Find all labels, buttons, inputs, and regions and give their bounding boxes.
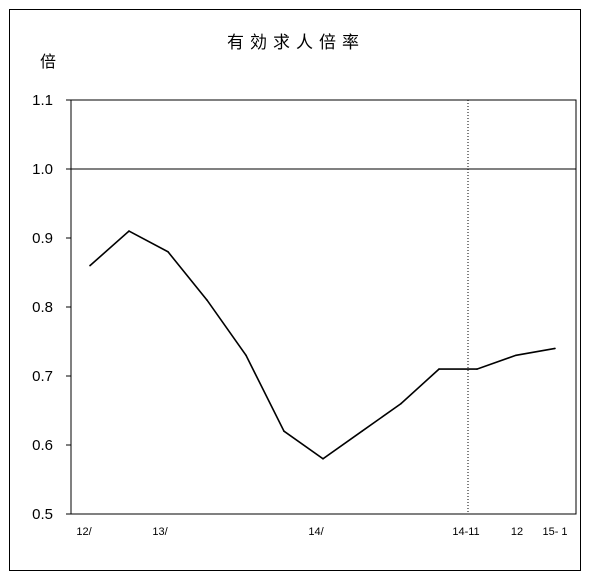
data-point-1 bbox=[128, 230, 130, 232]
data-point-7 bbox=[361, 430, 363, 433]
chart-frame bbox=[9, 9, 581, 571]
data-point-5 bbox=[283, 430, 285, 433]
y-axis-label: 倍 bbox=[40, 54, 57, 71]
data-point-6 bbox=[322, 458, 324, 460]
data-point-12 bbox=[554, 347, 556, 350]
x-tick-label-3: 14-11 bbox=[452, 526, 479, 538]
y-tick-label-0: 0.5 bbox=[32, 506, 53, 523]
data-point-4 bbox=[245, 354, 247, 357]
data-point-10 bbox=[476, 368, 478, 370]
plot-area bbox=[70, 99, 577, 515]
y-tick-label-5: 1.0 bbox=[32, 161, 53, 178]
x-tick-label-0: 12/ bbox=[76, 526, 92, 538]
data-point-8 bbox=[400, 402, 402, 405]
series-group bbox=[89, 230, 556, 460]
series-line-0 bbox=[89, 230, 556, 460]
y-tick-label-4: 0.9 bbox=[32, 230, 53, 247]
y-tick-label-1: 0.6 bbox=[32, 437, 53, 454]
y-axis-ticks: 0.5 0.6 0.7 0.8 0.9 1.0 1.1 bbox=[32, 92, 71, 523]
data-point-2 bbox=[167, 251, 169, 253]
chart-title: 有効求人倍率 bbox=[227, 33, 365, 52]
x-axis-ticks: 12/13/14/14-11 12 15- 1 bbox=[76, 526, 567, 538]
data-point-0 bbox=[89, 264, 91, 267]
x-tick-label-5: 15- 1 bbox=[542, 526, 567, 538]
x-tick-label-4: 12 bbox=[511, 526, 523, 538]
y-tick-label-6: 1.1 bbox=[32, 92, 53, 109]
y-tick-label-2: 0.7 bbox=[32, 368, 53, 385]
y-tick-label-3: 0.8 bbox=[32, 299, 53, 316]
data-point-11 bbox=[515, 354, 517, 357]
data-point-9 bbox=[438, 368, 440, 370]
data-point-3 bbox=[206, 299, 208, 301]
x-tick-label-2: 14/ bbox=[308, 526, 324, 538]
x-tick-label-1: 13/ bbox=[152, 526, 168, 538]
